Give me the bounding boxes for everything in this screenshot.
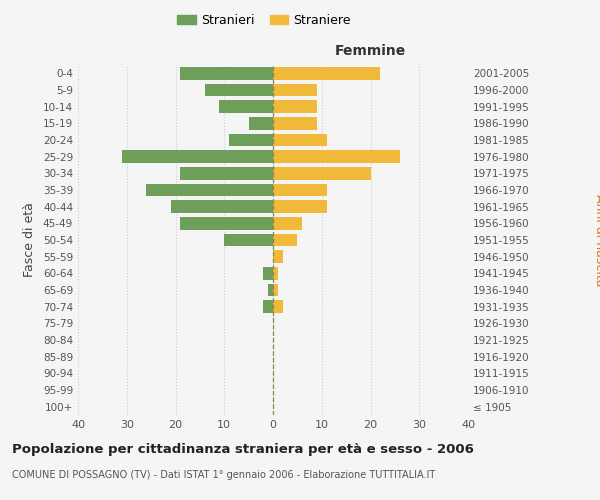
Bar (273, 234, 298, 246)
Y-axis label: Fasce di età: Fasce di età (23, 202, 36, 278)
Bar (273, 84, 317, 96)
Bar (181, 167, 273, 179)
Y-axis label: Anni di nascita: Anni di nascita (593, 194, 600, 286)
Bar (273, 150, 400, 163)
Bar (273, 167, 371, 179)
Bar (205, 84, 273, 96)
Bar (229, 134, 273, 146)
Bar (273, 134, 326, 146)
Text: Popolazione per cittadinanza straniera per età e sesso - 2006: Popolazione per cittadinanza straniera p… (12, 442, 474, 456)
Bar (224, 234, 273, 246)
Bar (273, 100, 317, 113)
Bar (273, 200, 326, 213)
Bar (181, 67, 273, 80)
Bar (273, 217, 302, 230)
Text: Femmine: Femmine (335, 44, 406, 58)
Bar (273, 267, 278, 280)
Legend: Stranieri, Straniere: Stranieri, Straniere (172, 8, 356, 32)
Bar (181, 217, 273, 230)
Bar (220, 100, 273, 113)
Bar (122, 150, 273, 163)
Bar (248, 117, 273, 130)
Bar (263, 267, 273, 280)
Bar (273, 67, 380, 80)
Bar (273, 117, 317, 130)
Bar (263, 300, 273, 313)
Text: COMUNE DI POSSAGNO (TV) - Dati ISTAT 1° gennaio 2006 - Elaborazione TUTTITALIA.I: COMUNE DI POSSAGNO (TV) - Dati ISTAT 1° … (12, 470, 435, 480)
Bar (273, 284, 278, 296)
Bar (170, 200, 273, 213)
Bar (273, 250, 283, 263)
Bar (146, 184, 273, 196)
Bar (268, 284, 273, 296)
Bar (273, 184, 326, 196)
Bar (273, 300, 283, 313)
